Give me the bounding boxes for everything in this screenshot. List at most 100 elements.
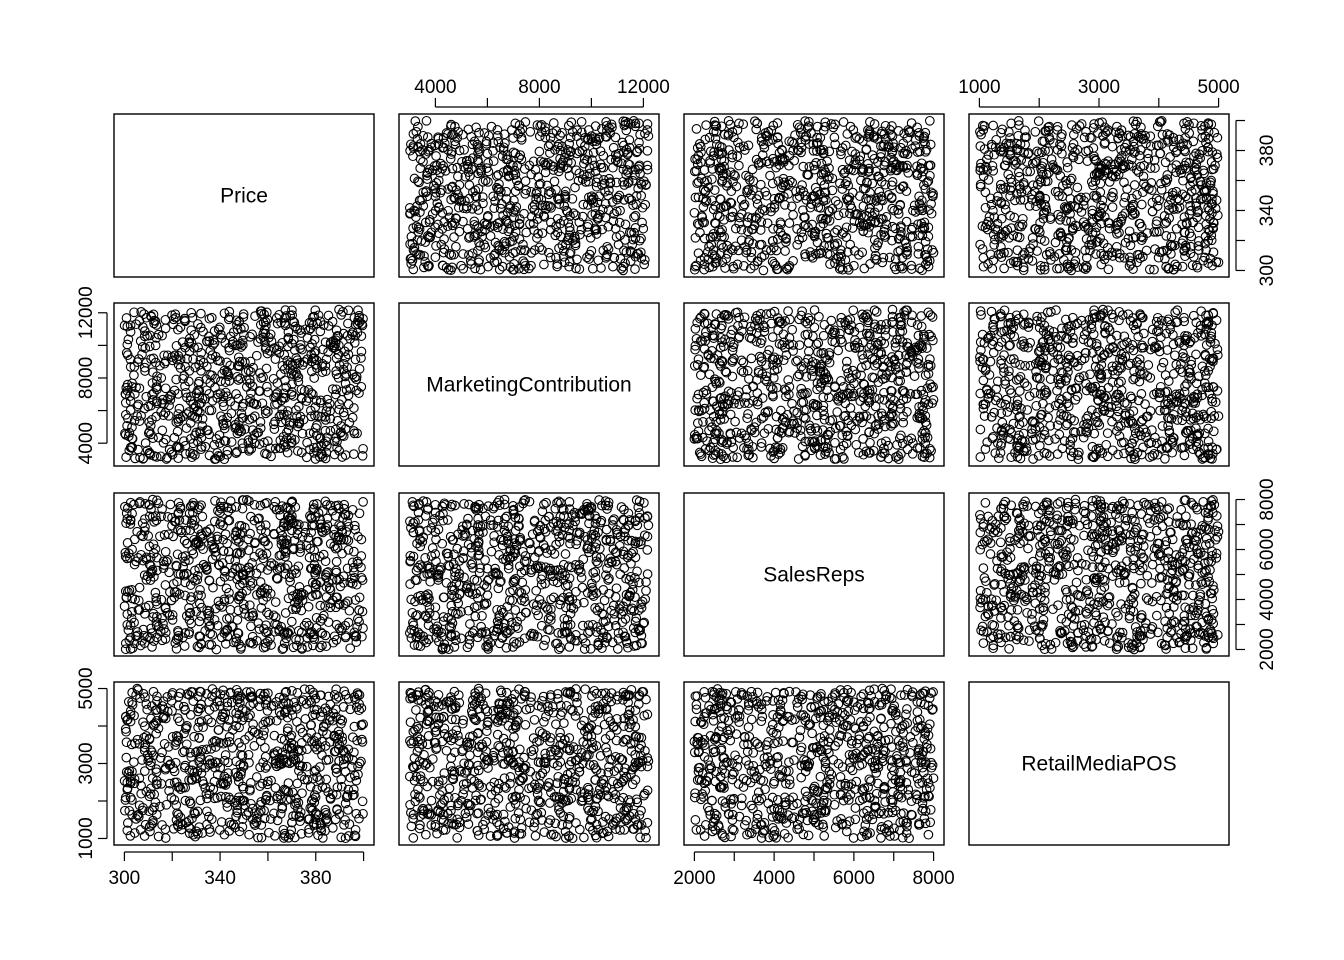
data-point <box>611 206 622 217</box>
data-point <box>426 227 437 238</box>
data-point <box>991 384 1002 394</box>
data-point <box>422 167 433 178</box>
data-point <box>822 156 832 167</box>
data-point <box>618 164 629 175</box>
data-point <box>486 121 497 132</box>
data-point <box>356 353 366 363</box>
data-point <box>630 264 640 274</box>
data-point <box>817 213 828 224</box>
data-point <box>752 256 763 267</box>
data-point <box>413 121 423 132</box>
data-point <box>412 201 422 211</box>
data-point <box>194 616 205 627</box>
data-point <box>1160 253 1170 264</box>
data-point <box>430 205 441 216</box>
data-point <box>519 164 530 174</box>
data-point <box>845 121 856 132</box>
data-point <box>480 225 490 235</box>
data-point <box>869 153 880 164</box>
data-point <box>851 131 862 142</box>
data-point <box>1119 197 1129 208</box>
data-point <box>539 211 550 222</box>
data-point <box>918 166 928 177</box>
data-point <box>508 133 518 143</box>
data-point <box>760 128 771 138</box>
data-point <box>562 157 573 167</box>
data-point <box>449 232 459 242</box>
data-point <box>975 424 986 435</box>
data-point <box>893 246 903 257</box>
data-point <box>640 128 650 139</box>
data-point <box>493 169 504 180</box>
data-point <box>535 178 546 189</box>
data-point <box>752 199 763 209</box>
data-point <box>833 210 844 221</box>
data-point <box>413 176 423 187</box>
data-point <box>781 233 791 243</box>
data-point <box>1107 202 1118 212</box>
data-point <box>879 139 889 150</box>
data-point <box>451 213 462 224</box>
data-point <box>700 134 711 145</box>
data-point <box>879 230 890 241</box>
data-point <box>727 371 738 382</box>
data-point <box>988 120 999 131</box>
data-point <box>582 221 593 232</box>
data-point <box>864 163 874 174</box>
data-point <box>582 252 592 263</box>
data-point <box>1088 329 1099 340</box>
data-point <box>709 185 720 195</box>
data-point <box>534 146 545 157</box>
data-point <box>925 170 935 181</box>
data-point <box>121 452 131 462</box>
data-point <box>604 185 614 196</box>
data-point <box>759 250 770 261</box>
data-point <box>742 185 753 196</box>
data-point <box>588 193 599 203</box>
data-point <box>901 145 911 156</box>
data-point <box>769 258 780 269</box>
data-point <box>1052 449 1063 459</box>
data-point <box>794 122 805 133</box>
data-point <box>1081 234 1092 244</box>
data-point <box>582 155 592 166</box>
data-point <box>759 205 770 216</box>
data-point <box>509 220 520 231</box>
data-point <box>424 214 435 225</box>
data-point <box>555 130 565 141</box>
data-point <box>630 118 641 129</box>
data-point <box>642 164 653 175</box>
data-point <box>871 255 882 265</box>
data-point <box>778 157 789 167</box>
data-point <box>583 125 594 135</box>
data-point <box>704 132 715 143</box>
data-point <box>753 158 764 168</box>
data-point <box>699 403 710 414</box>
data-point <box>510 247 521 257</box>
data-point <box>1160 157 1171 168</box>
data-point <box>1180 381 1190 392</box>
data-point <box>452 162 463 173</box>
data-point <box>907 231 918 242</box>
data-point <box>501 186 512 197</box>
data-point <box>564 170 575 181</box>
data-point <box>736 194 747 205</box>
data-point <box>571 165 582 176</box>
data-point <box>129 370 139 381</box>
data-point <box>566 146 576 157</box>
data-point <box>830 437 840 448</box>
data-point <box>431 241 441 251</box>
panel-Price-vs-RetailMediaPOS <box>968 113 1230 278</box>
data-point <box>758 265 769 276</box>
data-point <box>431 151 441 161</box>
data-point <box>768 242 779 253</box>
data-point <box>772 155 782 166</box>
data-point <box>725 167 736 178</box>
data-point <box>543 247 554 258</box>
data-point <box>862 178 872 188</box>
data-point <box>913 241 924 252</box>
data-point <box>743 140 754 151</box>
data-point <box>488 138 499 149</box>
data-point <box>909 371 920 381</box>
data-point <box>410 206 420 217</box>
